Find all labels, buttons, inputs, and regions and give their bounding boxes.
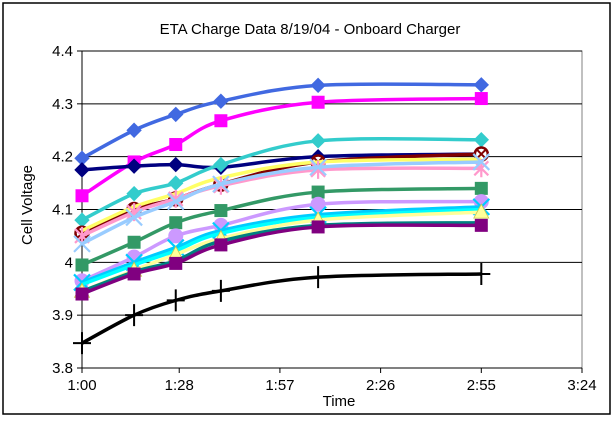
data-point-x [166,192,185,211]
x-axis-label: Time [323,393,356,410]
series-group [74,132,490,228]
data-point-plus [73,332,91,355]
data-point-diamond [168,156,184,173]
data-point-triangle [473,203,490,219]
data-point-x [309,158,327,177]
data-point-square [169,216,183,230]
x-tick-label: 2:26 [366,377,395,394]
data-point-diamond [310,133,326,149]
data-point-square [474,181,488,195]
data-point-diamond [310,77,326,94]
data-point-x [125,208,143,227]
data-point-square [169,256,183,270]
data-point-plus [309,266,328,289]
data-point-square [214,114,228,128]
series-group [73,153,491,253]
series-group [73,262,491,355]
data-point-square [127,235,141,249]
data-point-x [212,175,230,193]
data-point-square [214,238,228,252]
data-point-square [474,92,488,106]
plot-area: 3.8 3.9 4 4.1 4.2 4.3 4.4 1:00 1:28 1:57 2:26 2:55 3… [52,43,596,394]
y-tick-label: 4.2 [52,149,73,166]
y-tick-label: 4.4 [52,43,73,60]
series-group [75,218,488,301]
data-point-diamond [126,185,142,202]
data-point-diamond [126,122,142,138]
data-point-plus [166,289,185,312]
data-point-square [311,95,325,109]
y-tick-label: 3.8 [52,360,73,377]
y-tick-label: 4.1 [52,202,73,219]
data-point-square [169,138,183,152]
data-point-square [214,204,228,218]
data-point-diamond [213,156,229,173]
chart-title: ETA Charge Data 8/19/04 - Onboard Charge… [160,21,461,38]
x-tick-label: 1:57 [265,377,294,394]
x-tick-label: 1:00 [67,377,96,394]
data-point-square [75,189,89,203]
data-point-x [73,235,91,253]
data-point-diamond [213,93,229,109]
data-point-circle [310,196,326,212]
data-point-square [75,287,89,301]
data-point-square [311,185,325,199]
data-point-plus [211,279,230,302]
data-point-diamond [74,162,90,178]
data-point-diamond [168,106,184,123]
data-point-circle [168,228,184,244]
data-point-square [311,220,325,234]
data-point-plus [125,304,144,327]
data-point-plus [472,262,491,285]
x-tick-label: 2:55 [467,377,496,394]
series-group [75,181,488,272]
data-point-square [474,218,488,232]
data-point-square [75,258,89,272]
x-tick-label: 3:24 [567,377,596,394]
data-point-diamond [473,77,490,93]
data-point-square [127,267,141,281]
y-axis-label: Cell Voltage [19,165,36,245]
data-point-x [472,153,491,171]
y-tick-label: 4 [65,254,73,271]
data-point-diamond [126,158,142,174]
x-tick-label: 1:28 [165,377,194,394]
y-tick-label: 4.3 [52,96,73,113]
y-tick-label: 3.9 [52,307,73,324]
series-group [74,77,490,166]
